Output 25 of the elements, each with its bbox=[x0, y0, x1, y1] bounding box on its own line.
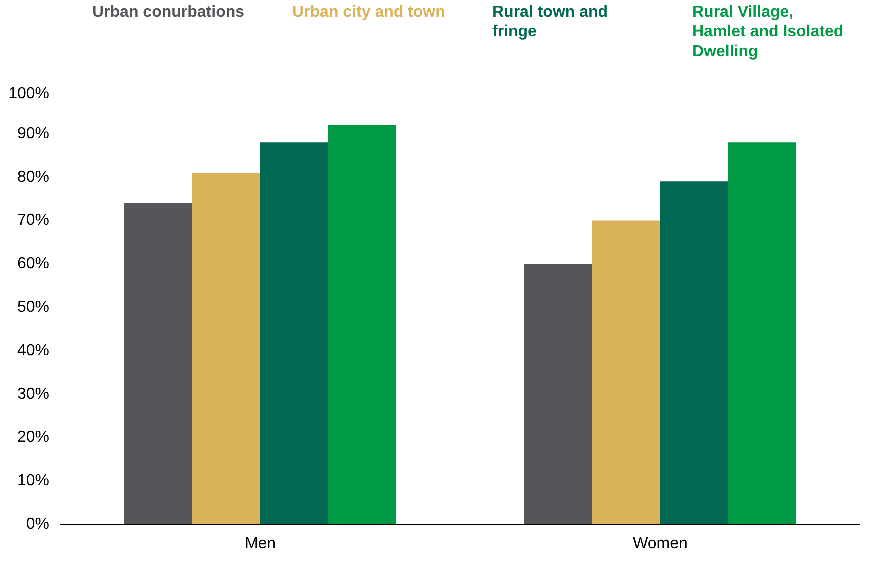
bar bbox=[524, 264, 592, 524]
bar bbox=[260, 142, 328, 524]
y-tick-label: 90% bbox=[17, 125, 50, 142]
y-tick-label: 50% bbox=[17, 299, 50, 316]
y-tick-label: 60% bbox=[17, 256, 50, 273]
bar bbox=[124, 203, 192, 524]
bar bbox=[328, 125, 396, 524]
y-tick-label: 40% bbox=[17, 342, 50, 360]
y-tick-label: 30% bbox=[17, 386, 50, 403]
y-tick-label: 80% bbox=[17, 168, 50, 186]
y-tick-label: 0% bbox=[26, 516, 50, 533]
bar bbox=[728, 142, 796, 524]
text: Rural Village, Hamlet and Isolated Dwelling bbox=[692, 4, 844, 60]
x-tick-label: Men bbox=[244, 536, 276, 552]
text: Urban conurbations bbox=[92, 4, 245, 22]
bar bbox=[592, 220, 660, 524]
text: Urban city and town bbox=[292, 4, 446, 22]
y-tick-label: 70% bbox=[17, 212, 50, 230]
y-tick-label: 100% bbox=[8, 86, 50, 102]
text: Rural town and fringe bbox=[492, 4, 608, 41]
y-tick-label: 20% bbox=[17, 429, 50, 446]
bar bbox=[192, 172, 260, 524]
x-tick-label: Women bbox=[633, 536, 688, 552]
bar bbox=[660, 182, 728, 524]
y-tick-label: 10% bbox=[17, 472, 50, 490]
